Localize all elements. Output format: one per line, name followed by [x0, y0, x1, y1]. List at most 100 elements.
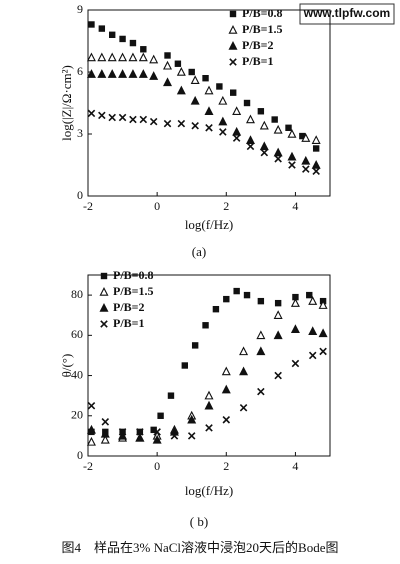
marker-triangle: [152, 434, 162, 444]
marker-triangle: [311, 159, 321, 169]
marker-cross: [118, 428, 127, 436]
marker-triangle: [86, 424, 96, 434]
marker-triangle: [176, 85, 186, 95]
marker-triangle: [218, 95, 228, 105]
x-tick-label: 2: [223, 199, 229, 213]
marker-triangle: [163, 77, 173, 87]
marker-cross: [229, 58, 237, 66]
marker-square: [257, 297, 265, 305]
y-tick-label: 0: [77, 188, 83, 202]
marker-cross: [308, 351, 317, 360]
y-tick-label: 80: [71, 287, 83, 301]
marker-triangle: [190, 75, 200, 85]
watermark: www.tlpfw.com: [303, 6, 390, 20]
marker-triangle: [301, 155, 311, 165]
marker-triangle: [273, 310, 283, 319]
marker-triangle: [138, 52, 148, 62]
figure-caption: 图4 样品在3% NaCl溶液中浸泡20天后的Bode图: [62, 540, 339, 555]
y-tick-label: 0: [77, 448, 83, 462]
marker-triangle: [239, 366, 249, 376]
marker-triangle: [86, 52, 96, 62]
marker-cross: [136, 428, 144, 436]
marker-triangle: [259, 141, 269, 151]
marker-triangle: [138, 69, 148, 78]
marker-square: [271, 116, 278, 123]
marker-triangle: [287, 151, 297, 161]
marker-triangle: [99, 302, 109, 312]
marker-cross: [101, 418, 110, 426]
marker-triangle: [187, 414, 197, 424]
marker-triangle: [318, 300, 328, 309]
marker-triangle: [311, 135, 321, 144]
marker-triangle: [228, 40, 238, 50]
x-tick-label: 0: [154, 199, 160, 213]
marker-triangle: [239, 346, 249, 356]
marker-triangle: [128, 69, 138, 78]
x-axis-label: log(f/Hz): [185, 483, 233, 498]
marker-triangle: [273, 330, 283, 340]
x-tick-label: 4: [292, 199, 298, 213]
marker-triangle: [301, 133, 311, 142]
marker-triangle: [128, 52, 138, 62]
marker-triangle: [163, 60, 173, 70]
marker-square: [243, 291, 251, 299]
watermark-box: [299, 3, 395, 25]
legend-label: P/B=1: [242, 54, 274, 68]
marker-cross: [118, 113, 127, 122]
legend-label: P/B=0.8: [113, 268, 154, 282]
marker-square: [202, 322, 209, 329]
marker-square: [274, 299, 282, 307]
marker-square: [167, 392, 175, 399]
marker-square: [119, 35, 126, 43]
marker-square: [188, 68, 195, 76]
marker-cross: [108, 113, 116, 122]
marker-cross: [205, 424, 213, 432]
marker-triangle: [228, 24, 238, 34]
marker-triangle: [118, 52, 128, 62]
marker-triangle: [100, 428, 110, 438]
marker-triangle: [99, 286, 109, 296]
marker-cross: [312, 167, 320, 175]
marker-square: [140, 46, 147, 53]
marker-triangle: [204, 400, 214, 410]
marker-square: [157, 412, 164, 419]
marker-triangle: [273, 147, 283, 157]
subcaption: (a): [192, 244, 206, 259]
marker-triangle: [86, 69, 96, 78]
y-tick-label: 20: [71, 408, 83, 422]
marker-square: [299, 132, 306, 140]
marker-triangle: [118, 430, 128, 440]
marker-triangle: [290, 298, 300, 307]
marker-cross: [246, 142, 255, 151]
marker-cross: [205, 124, 213, 132]
marker-cross: [222, 416, 231, 424]
marker-square: [312, 145, 320, 152]
marker-triangle: [118, 69, 128, 78]
marker-square: [229, 10, 237, 18]
marker-triangle: [149, 54, 159, 64]
marker-triangle: [287, 128, 297, 138]
legend-label: P/B=0.8: [242, 6, 283, 20]
marker-square: [243, 99, 251, 107]
marker-square: [129, 39, 137, 47]
marker-triangle: [97, 52, 107, 62]
marker-triangle: [204, 106, 214, 116]
marker-triangle: [308, 296, 318, 305]
marker-square: [306, 291, 313, 299]
legend-label: P/B=2: [113, 300, 145, 314]
x-tick-label: -2: [83, 199, 93, 213]
marker-cross: [87, 109, 96, 118]
marker-triangle: [86, 436, 96, 446]
marker-square: [216, 83, 223, 90]
y-tick-label: 60: [71, 327, 83, 341]
marker-triangle: [256, 346, 266, 356]
marker-triangle: [232, 106, 242, 116]
marker-square: [202, 75, 209, 82]
marker-triangle: [204, 85, 214, 95]
marker-cross: [232, 134, 241, 142]
marker-triangle: [190, 95, 200, 105]
marker-square: [233, 287, 240, 295]
y-tick-label: 40: [71, 367, 83, 381]
marker-cross: [153, 428, 161, 436]
y-tick-label: 9: [77, 2, 83, 16]
